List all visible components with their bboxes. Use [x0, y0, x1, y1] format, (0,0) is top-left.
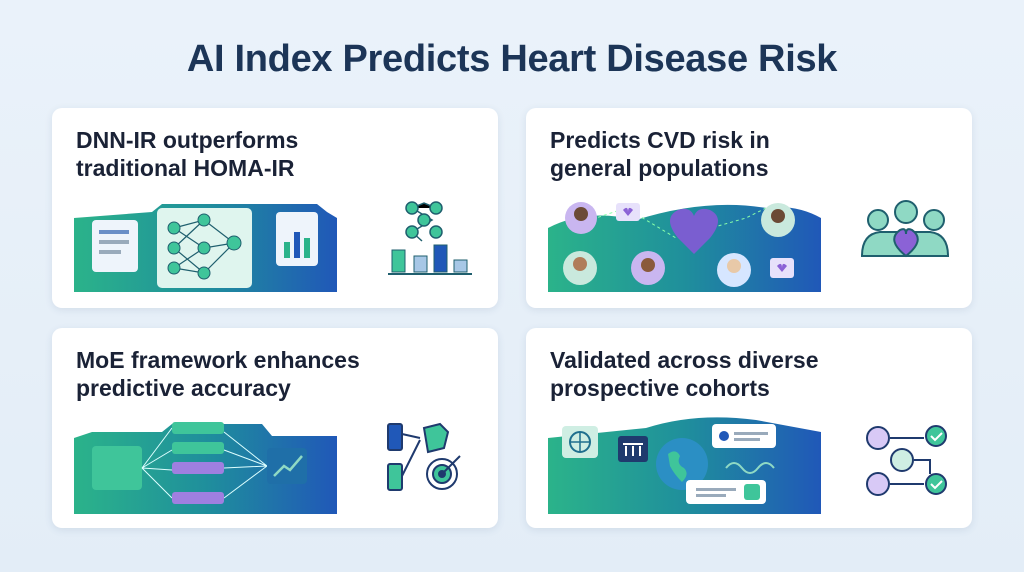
card-heading: Predicts CVD risk in general populations [550, 126, 770, 182]
illustration [74, 422, 461, 514]
heading-line: Validated across diverse [550, 347, 819, 373]
card: DNN-IR outperforms traditional HOMA-IR [52, 108, 498, 308]
heading-line: DNN-IR outperforms [76, 127, 299, 153]
illustration [548, 417, 947, 514]
card-heading: MoE framework enhances predictive accurac… [76, 346, 360, 402]
illustration [74, 201, 472, 292]
card-heading: Validated across diverse prospective coho… [550, 346, 819, 402]
heading-line: prospective cohorts [550, 375, 770, 401]
heading-line: Predicts CVD risk in [550, 127, 770, 153]
card: MoE framework enhances predictive accurac… [52, 328, 498, 528]
heading-line: MoE framework enhances [76, 347, 360, 373]
illustration [548, 200, 950, 292]
card-heading: DNN-IR outperforms traditional HOMA-IR [76, 126, 298, 182]
heading-line: traditional HOMA-IR [76, 155, 295, 181]
page-title: AI Index Predicts Heart Disease Risk [186, 38, 838, 80]
heading-line: predictive accuracy [76, 375, 291, 401]
card: Predicts CVD risk in general populations [526, 108, 972, 308]
card: Validated across diverse prospective coho… [526, 328, 972, 528]
heading-line: general populations [550, 155, 769, 181]
